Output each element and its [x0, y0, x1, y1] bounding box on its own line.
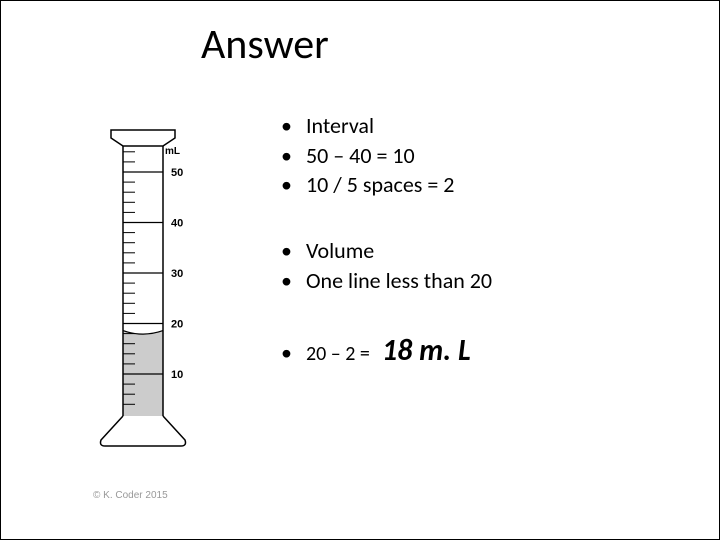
final-answer: 18 m. L [382, 331, 471, 372]
bullet-item: Interval [281, 111, 681, 141]
copyright-text: © K. Coder 2015 [93, 490, 168, 501]
bullet-group-volume: Volume One line less than 20 [281, 236, 681, 295]
final-prefix: 20 – 2 = [306, 341, 370, 368]
svg-text:mL: mL [165, 146, 180, 157]
page-title: Answer [201, 19, 329, 70]
svg-text:10: 10 [171, 369, 183, 381]
graduated-cylinder: mL 50 40 30 20 10 [91, 116, 211, 476]
bullet-item: 50 – 40 = 10 [281, 141, 681, 171]
svg-text:30: 30 [171, 268, 183, 280]
bullet-group-interval: Interval 50 – 40 = 10 10 / 5 spaces = 2 [281, 111, 681, 200]
svg-text:40: 40 [171, 218, 183, 230]
bullet-list: Interval 50 – 40 = 10 10 / 5 spaces = 2 … [281, 111, 681, 372]
svg-text:20: 20 [171, 319, 183, 331]
bullet-item: 10 / 5 spaces = 2 [281, 170, 681, 200]
bullet-item: One line less than 20 [281, 266, 681, 296]
bullet-item: Volume [281, 236, 681, 266]
svg-text:50: 50 [171, 167, 183, 179]
bullet-final: 20 – 2 = 18 m. L [281, 331, 681, 372]
